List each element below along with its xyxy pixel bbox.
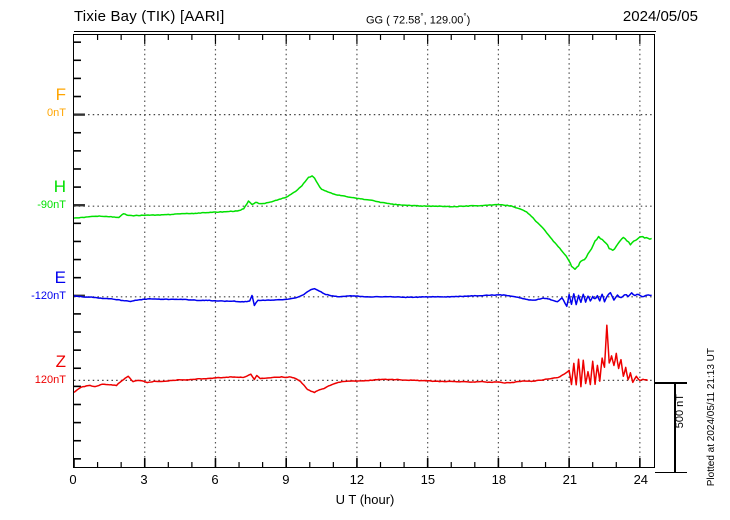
x-tick-label: 24 bbox=[633, 472, 649, 487]
scale-bar-cap-top bbox=[655, 382, 687, 384]
magnetogram-plot-area bbox=[73, 34, 655, 468]
coords-prefix: GG ( 72.58 bbox=[366, 14, 421, 27]
component-label-Z: Z bbox=[55, 352, 66, 371]
header-divider bbox=[74, 31, 656, 32]
scale-bar-cap-bottom bbox=[655, 471, 687, 473]
component-label-F: F bbox=[55, 85, 66, 104]
x-axis-title: U T (hour) bbox=[335, 492, 395, 507]
trace-group bbox=[74, 175, 652, 394]
coords-suffix: ) bbox=[466, 14, 471, 27]
degree-symbol-lat: ° bbox=[420, 12, 424, 21]
gridlines bbox=[74, 35, 654, 467]
x-tick-label: 3 bbox=[140, 472, 148, 487]
coords-mid: , 129.00 bbox=[423, 14, 464, 27]
component-value-F: 0nT bbox=[47, 107, 66, 119]
x-tick-label: 15 bbox=[420, 472, 436, 487]
scale-bar-label: 500 nT bbox=[674, 394, 686, 429]
scale-bar bbox=[655, 375, 695, 473]
geographic-coordinates: GG ( 72.58°, 129.00°) bbox=[366, 12, 470, 27]
magnetogram-svg bbox=[74, 35, 654, 467]
x-axis-ticks bbox=[74, 35, 641, 467]
plotted-at-timestamp: Plotted at 2024/05/11 21:13 UT bbox=[706, 348, 717, 487]
observation-date: 2024/05/05 bbox=[622, 8, 698, 25]
scale-bar-vertical bbox=[674, 382, 676, 473]
component-label-E: E bbox=[54, 268, 66, 287]
x-tick-label: 0 bbox=[69, 472, 77, 487]
component-value-E: -120nT bbox=[31, 290, 66, 302]
degree-symbol-lon: ° bbox=[463, 12, 467, 21]
trace-Z bbox=[74, 324, 649, 394]
x-tick-label: 6 bbox=[211, 472, 219, 487]
trace-E bbox=[74, 287, 652, 308]
component-label-H: H bbox=[53, 177, 66, 196]
component-value-H: -90nT bbox=[37, 199, 66, 211]
trace-H bbox=[74, 175, 652, 271]
component-value-Z: 120nT bbox=[34, 374, 66, 386]
x-tick-label: 18 bbox=[491, 472, 507, 487]
x-tick-label: 9 bbox=[282, 472, 290, 487]
y-axis-ticks bbox=[74, 41, 85, 460]
x-tick-label: 12 bbox=[349, 472, 365, 487]
station-title: Tixie Bay (TIK) [AARI] bbox=[74, 8, 225, 25]
x-tick-label: 21 bbox=[562, 472, 578, 487]
